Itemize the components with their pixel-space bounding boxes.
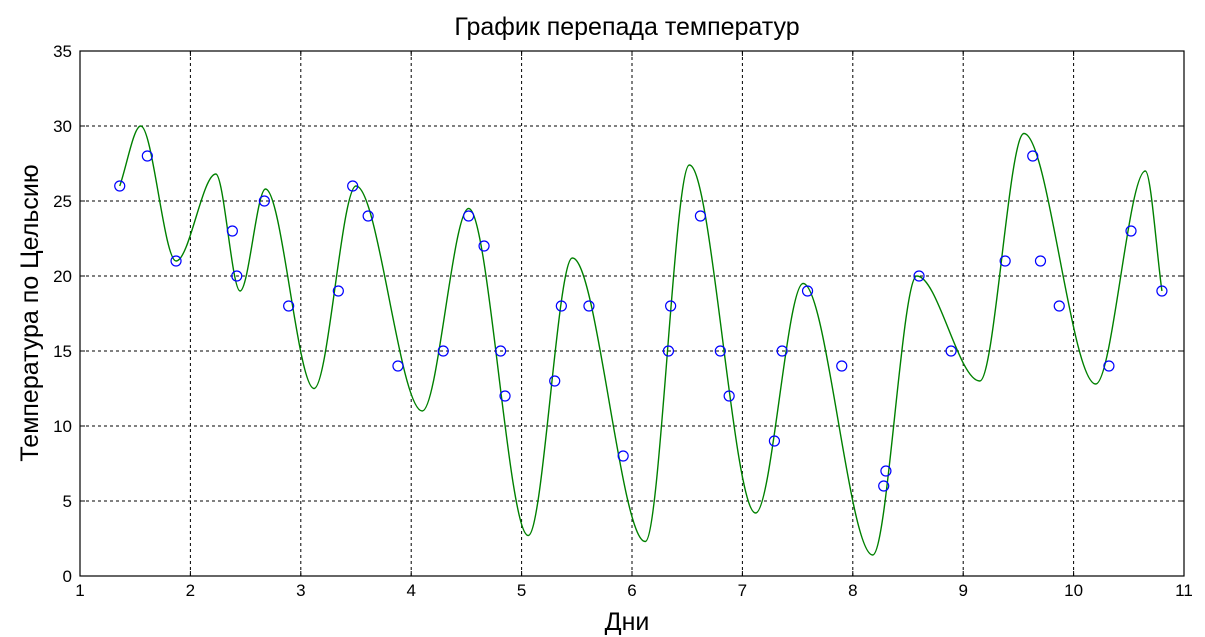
temperature-point	[878, 480, 890, 492]
y-tick-label: 15	[53, 342, 72, 361]
temperature-point	[555, 300, 567, 312]
x-tick-label: 8	[848, 581, 857, 600]
tick-labels: 1 2 3 4 5 6 7 8 9 10 11 0 5 10 15 20 25 30 35	[53, 42, 1193, 600]
temperature-point	[768, 435, 781, 447]
temperature-point	[141, 150, 153, 162]
temperature-point	[226, 225, 238, 237]
temperature-point	[880, 465, 892, 477]
chart-title: График перепада температур	[454, 13, 799, 41]
y-axis-label: Температура по Цельсию	[16, 164, 44, 461]
temperature-point	[114, 180, 126, 192]
temperature-point	[1156, 285, 1168, 297]
plot-frame	[79, 50, 1185, 577]
x-tick-label: 9	[958, 581, 967, 600]
y-tick-label: 5	[63, 492, 72, 511]
temperature-point	[999, 255, 1011, 267]
temperature-point	[1125, 225, 1137, 237]
temperature-point	[723, 390, 735, 402]
y-tick-label: 35	[53, 42, 72, 61]
temperature-line	[119, 125, 1163, 556]
temperature-point	[836, 360, 848, 372]
x-tick-label: 7	[738, 581, 747, 600]
temperature-point	[332, 285, 344, 297]
temperature-point	[617, 450, 629, 462]
y-tick-label: 10	[53, 417, 72, 436]
temperature-point	[583, 300, 595, 312]
y-tick-label: 30	[53, 117, 72, 136]
temperature-point	[801, 285, 814, 297]
temperature-point	[549, 375, 561, 387]
temperature-point	[283, 300, 295, 312]
temperature-point	[1103, 360, 1115, 372]
temperature-point	[362, 210, 374, 222]
x-tick-label: 3	[296, 581, 305, 600]
x-tick-label: 2	[186, 581, 195, 600]
y-tick-label: 20	[53, 267, 72, 286]
temperature-points	[114, 150, 1168, 492]
temperature-curve	[119, 125, 1163, 556]
temperature-point	[1027, 150, 1039, 162]
x-tick-label: 6	[627, 581, 636, 600]
temperature-point	[1053, 300, 1065, 312]
temperature-point	[170, 255, 182, 267]
x-axis-label: Дни	[605, 608, 650, 636]
temperature-point	[478, 240, 490, 252]
temperature-point	[913, 270, 925, 282]
temperature-point	[662, 345, 675, 357]
temperature-point	[463, 210, 475, 222]
x-tick-label: 5	[517, 581, 526, 600]
x-tick-label: 4	[406, 581, 415, 600]
temperature-point	[665, 300, 677, 312]
x-tick-label: 11	[1175, 581, 1193, 600]
temperature-point	[694, 210, 707, 222]
temperature-point	[1034, 255, 1047, 267]
y-tick-label: 25	[53, 192, 72, 211]
temperature-point	[776, 345, 788, 357]
temperature-point	[437, 345, 449, 357]
temperature-point	[499, 390, 511, 402]
temperature-point	[945, 345, 957, 357]
temperature-point	[347, 180, 359, 192]
temperature-point	[258, 195, 270, 207]
y-tick-label: 0	[63, 567, 72, 586]
temperature-point	[392, 360, 404, 372]
temperature-point	[231, 270, 243, 282]
temperature-point	[714, 345, 726, 357]
temperature-point	[495, 345, 507, 357]
x-tick-label: 1	[75, 581, 84, 600]
x-tick-label: 10	[1064, 581, 1083, 600]
